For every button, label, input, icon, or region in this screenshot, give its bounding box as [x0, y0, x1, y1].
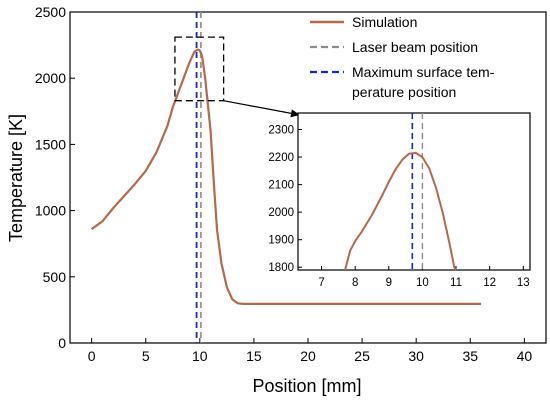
x-tick-label: 25 — [354, 348, 370, 364]
inset-x-tick-label: 12 — [483, 277, 496, 289]
legend-label: Maximum surface tem- — [352, 64, 495, 80]
inset-y-tick-label: 2300 — [268, 125, 294, 137]
x-tick-label: 0 — [88, 348, 96, 364]
x-tick-label: 30 — [408, 348, 424, 364]
zoom-arrow-line — [223, 100, 301, 116]
y-tick-label: 2000 — [35, 70, 66, 86]
inset-x-tick-label: 9 — [386, 277, 392, 289]
x-axis-label: Position [mm] — [252, 376, 361, 396]
inset-y-tick-label: 2000 — [268, 207, 294, 219]
y-tick-label: 0 — [58, 335, 66, 351]
inset-x-tick-label: 8 — [352, 277, 358, 289]
x-tick-label: 20 — [300, 348, 316, 364]
zoom-indicator — [174, 36, 301, 118]
inset-x-tick-label: 13 — [517, 277, 530, 289]
legend-label: Simulation — [352, 14, 417, 30]
x-tick-label: 40 — [517, 348, 533, 364]
y-axis-label: Temperature [K] — [6, 114, 26, 242]
inset-y-tick-label: 1800 — [268, 262, 294, 274]
inset-x-tick-label: 7 — [318, 277, 324, 289]
inset-simulation-line — [344, 151, 457, 271]
inset-y-tick-label: 1900 — [268, 235, 294, 247]
legend-label: perature position — [352, 84, 456, 100]
y-tick-label: 1000 — [35, 203, 66, 219]
inset-y-tick-label: 2100 — [268, 180, 294, 192]
x-tick-label: 15 — [246, 348, 262, 364]
inset-x-tick-label: 10 — [416, 277, 429, 289]
inset-y-tick-label: 2200 — [268, 152, 294, 164]
legend: Simulation Laser beam position Maximum sur… — [310, 14, 495, 100]
inset-x-tick-label: 11 — [450, 277, 462, 289]
inset-frame — [297, 112, 531, 271]
x-tick-label: 5 — [142, 348, 150, 364]
legend-label: Laser beam position — [352, 39, 478, 55]
inset-plot: 7 8 9 10 11 12 13 1800 1900 2000 2100 2200 2300 — [268, 112, 531, 289]
main-plot-area: 0 5 10 15 20 25 30 35 40 0 500 1000 1500 2000 2500 — [35, 4, 547, 364]
x-tick-label: 35 — [462, 348, 478, 364]
simulation-line — [90, 48, 482, 305]
x-tick-label: 10 — [192, 348, 208, 364]
zoom-box — [174, 36, 225, 102]
y-tick-label: 2500 — [35, 4, 66, 20]
y-tick-label: 1500 — [35, 136, 66, 152]
y-tick-label: 500 — [43, 269, 67, 285]
